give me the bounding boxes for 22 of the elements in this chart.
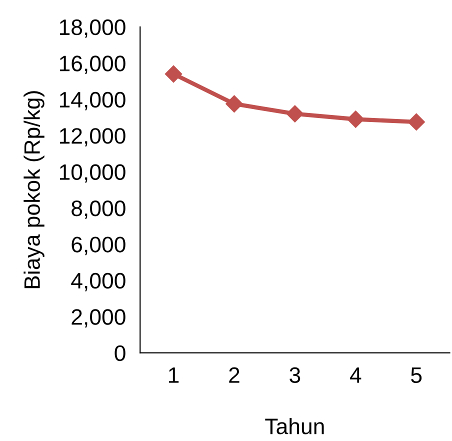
y-tick-label: 4,000 xyxy=(71,272,126,292)
y-tick-label: 18,000 xyxy=(60,19,126,38)
point xyxy=(286,105,304,122)
point xyxy=(226,95,243,112)
y-tick-label: 10,000 xyxy=(60,164,126,183)
x-tick-label: 2 xyxy=(229,367,240,383)
y-tick-label: 8,000 xyxy=(72,200,126,219)
x-axis-title: Tahun xyxy=(265,418,324,434)
point xyxy=(408,113,425,131)
point xyxy=(347,110,364,128)
x-tick-label: 3 xyxy=(290,367,300,384)
y-tick-label: 12,000 xyxy=(60,128,126,146)
y-tick-label: 0 xyxy=(114,345,126,362)
x-tick-label: 4 xyxy=(350,368,362,383)
point xyxy=(164,65,182,83)
y-tick-label: 6,000 xyxy=(72,236,126,256)
y-tick-label: 14,000 xyxy=(60,92,126,110)
x-tick-label: 1 xyxy=(169,368,179,383)
y-axis-title: Biaya pokok (Rp/kg) xyxy=(24,91,44,288)
y-tick-label: 2,000 xyxy=(72,309,126,328)
x-tick-label: 5 xyxy=(411,368,422,384)
y-tick-label: 16,000 xyxy=(60,56,126,74)
